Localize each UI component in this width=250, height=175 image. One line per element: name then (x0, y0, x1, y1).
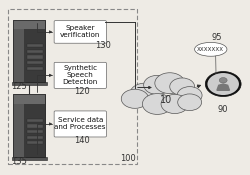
Bar (12, 82, 47, 85)
FancyBboxPatch shape (54, 21, 106, 43)
Bar (13, 20, 24, 82)
Text: xxxxxxx: xxxxxxx (197, 46, 224, 52)
Text: 135: 135 (11, 157, 26, 166)
Text: Service data
and Processes: Service data and Processes (54, 117, 106, 130)
Bar (26, 55, 43, 59)
Circle shape (208, 73, 239, 95)
Text: 95: 95 (212, 33, 222, 42)
Bar (26, 130, 43, 133)
Text: 90: 90 (218, 105, 228, 114)
Text: Speaker
verification: Speaker verification (60, 25, 100, 38)
Bar (13, 94, 46, 157)
Bar (13, 94, 24, 157)
Bar (26, 50, 43, 53)
Bar (8, 9, 138, 164)
Polygon shape (217, 84, 230, 90)
Text: 125: 125 (11, 82, 26, 91)
Bar (13, 94, 46, 104)
Text: 140: 140 (74, 136, 90, 145)
Bar (26, 141, 43, 144)
Bar (12, 157, 47, 160)
Bar (13, 20, 46, 82)
Circle shape (205, 72, 241, 97)
Bar (26, 119, 43, 122)
Bar (26, 136, 43, 139)
FancyBboxPatch shape (54, 62, 106, 88)
Bar (26, 67, 43, 70)
Bar (13, 20, 46, 82)
Text: 100: 100 (120, 154, 136, 163)
Bar (13, 20, 46, 29)
Ellipse shape (194, 42, 227, 56)
Text: Synthetic
Speech
Detection: Synthetic Speech Detection (62, 65, 98, 85)
Bar (26, 124, 43, 128)
Bar (13, 94, 46, 157)
Bar (26, 44, 43, 47)
Text: 130: 130 (95, 41, 111, 50)
Circle shape (219, 78, 227, 83)
Text: 120: 120 (74, 88, 90, 96)
Text: 10: 10 (160, 95, 172, 105)
Bar (24, 20, 46, 82)
Bar (26, 61, 43, 64)
FancyBboxPatch shape (54, 111, 106, 137)
Bar (24, 94, 46, 157)
